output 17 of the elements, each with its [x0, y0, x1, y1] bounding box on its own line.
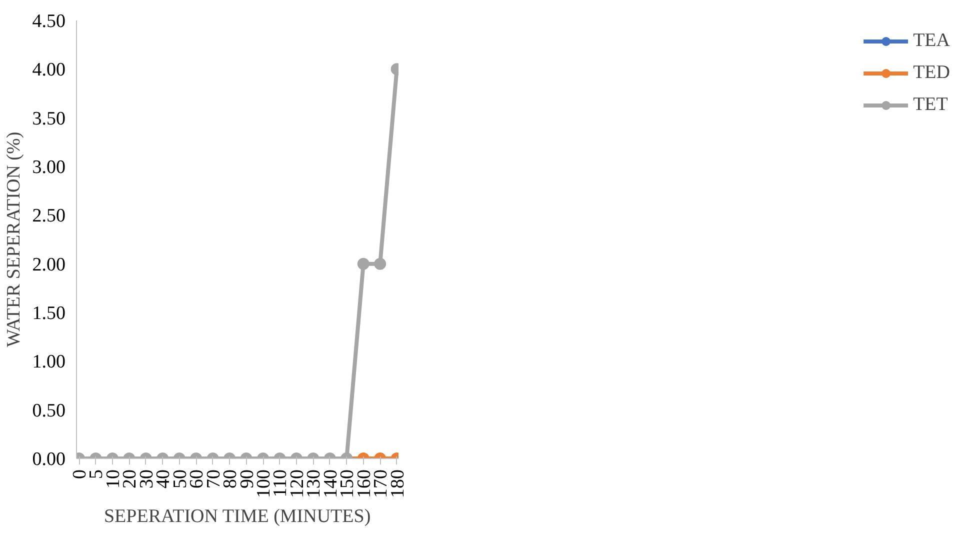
- legend-label: TEA: [913, 30, 950, 52]
- legend-label: TET: [913, 94, 948, 116]
- y-tick-label: 3.00: [32, 157, 66, 178]
- y-tick-label: 1.00: [32, 352, 66, 373]
- y-tick-label: 0.50: [32, 400, 66, 422]
- y-tick-label: 4.00: [32, 60, 66, 81]
- y-tick-label: 2.50: [32, 206, 66, 227]
- point: [374, 258, 386, 270]
- x-axis-title: SEPERATION TIME (MINUTES): [104, 506, 371, 527]
- point: [357, 258, 370, 270]
- legend-label: TED: [913, 62, 950, 84]
- y-tick-label: 1.50: [32, 303, 66, 324]
- y-tick-label: 3.50: [32, 108, 66, 130]
- y-tick-label: 4.50: [32, 11, 66, 32]
- y-tick-label: 0.00: [32, 449, 66, 470]
- y-axis-title: WATER SEPERATION (%): [3, 132, 24, 348]
- y-tick-label: 2.00: [32, 254, 66, 276]
